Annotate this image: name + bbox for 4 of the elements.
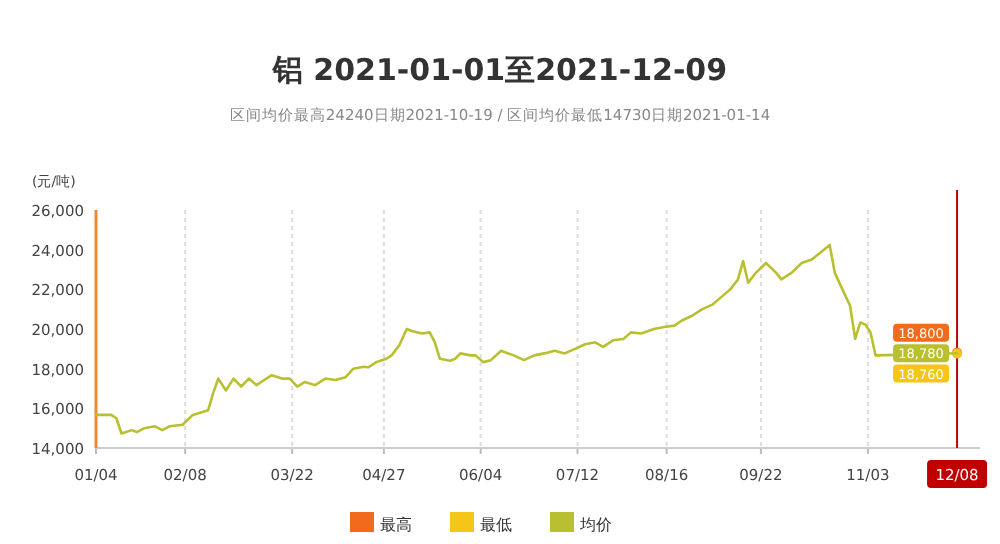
legend-label: 均价: [578, 516, 612, 534]
legend-label: 最高: [380, 516, 412, 534]
chart-title: 铝 2021-01-01至2021-12-09: [270, 52, 728, 88]
legend-label: 最低: [480, 516, 512, 534]
